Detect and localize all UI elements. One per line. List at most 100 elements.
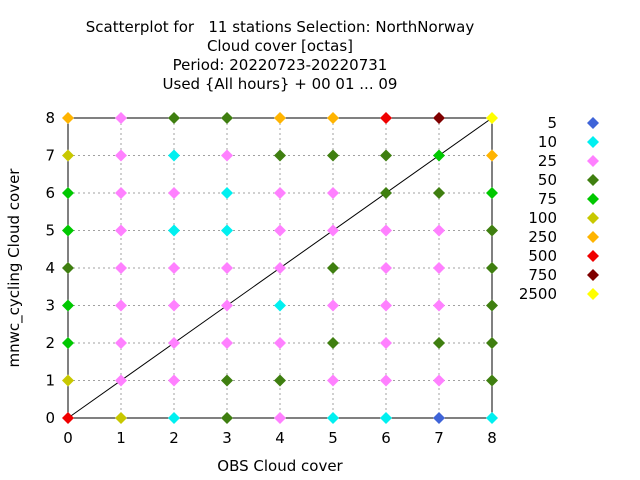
scatter-point [274, 112, 286, 124]
legend-label: 500 [528, 247, 557, 265]
scatter-point [433, 262, 445, 274]
scatter-point [62, 187, 74, 199]
legend-marker [587, 250, 599, 262]
scatter-point [221, 374, 233, 387]
legend-label: 750 [528, 266, 557, 284]
x-tick-label: 2 [169, 429, 179, 447]
x-tick-label: 4 [275, 429, 285, 447]
legend-label: 250 [528, 228, 557, 246]
scatter-point [380, 262, 392, 274]
scatter-point [221, 224, 233, 237]
scatter-point [168, 112, 180, 124]
x-tick-label: 6 [381, 429, 391, 447]
scatter-point [433, 224, 445, 237]
title-line-1: Cloud cover [octas] [207, 37, 353, 55]
y-tick-label: 1 [45, 372, 55, 390]
scatter-point [62, 337, 74, 349]
scatter-point [274, 224, 286, 237]
scatter-point [62, 112, 74, 124]
legend-marker [587, 174, 599, 186]
scatter-point [433, 149, 445, 162]
scatter-point [274, 337, 286, 349]
scatter-point [327, 149, 339, 162]
legend-marker [587, 269, 599, 281]
scatter-point [380, 374, 392, 387]
chart-title: Scatterplot for 11 stations Selection: N… [86, 18, 475, 93]
scatter-point [486, 299, 498, 312]
scatter-point [115, 374, 127, 387]
y-tick-label: 7 [45, 147, 55, 165]
y-tick-labels: 0 1 2 3 4 5 6 7 8 [45, 109, 55, 427]
y-tick-label: 4 [45, 259, 55, 277]
scatter-point [168, 262, 180, 274]
scatter-point [221, 337, 233, 349]
scatter-point [62, 262, 74, 274]
legend-label: 10 [538, 133, 557, 151]
legend-marker [587, 288, 599, 300]
data-points [62, 112, 498, 424]
scatter-point [433, 412, 445, 424]
legend-label: 2500 [519, 285, 557, 303]
title-line-2: Period: 20220723-20220731 [173, 56, 388, 74]
y-tick-label: 2 [45, 334, 55, 352]
y-tick-label: 8 [45, 109, 55, 127]
scatter-point [115, 299, 127, 312]
scatter-point [62, 149, 74, 162]
x-tick-label: 1 [116, 429, 126, 447]
scatter-point [168, 149, 180, 162]
scatter-point [327, 224, 339, 237]
y-tick-label: 3 [45, 297, 55, 315]
legend-marker [587, 193, 599, 205]
scatter-point [62, 224, 74, 237]
scatter-point [486, 224, 498, 237]
scatter-point [433, 187, 445, 199]
legend-marker [587, 155, 599, 167]
x-tick-label: 0 [63, 429, 73, 447]
scatter-point [327, 262, 339, 274]
scatter-point [380, 412, 392, 424]
scatter-point [168, 337, 180, 349]
scatter-point [274, 412, 286, 424]
scatter-point [221, 412, 233, 424]
legend-marker [587, 136, 599, 148]
scatter-point [380, 224, 392, 237]
scatter-point [274, 187, 286, 199]
scatter-point [433, 374, 445, 387]
scatter-point [115, 337, 127, 349]
scatter-point [221, 149, 233, 162]
scatter-point [62, 299, 74, 312]
scatter-point [486, 149, 498, 162]
scatter-point [168, 224, 180, 237]
scatter-point [62, 374, 74, 387]
scatter-point [327, 112, 339, 124]
scatter-point [62, 412, 74, 424]
scatter-point [274, 299, 286, 312]
x-tick-label: 8 [487, 429, 497, 447]
scatter-point [274, 149, 286, 162]
legend-label: 5 [547, 114, 557, 132]
scatter-point [433, 112, 445, 124]
scatter-point [168, 299, 180, 312]
scatter-point [274, 262, 286, 274]
scatter-point [486, 337, 498, 349]
legend-marker [587, 117, 599, 129]
legend-label: 25 [538, 152, 557, 170]
scatter-point [327, 412, 339, 424]
scatter-point [380, 187, 392, 199]
legend-marker [587, 212, 599, 224]
scatter-point [380, 149, 392, 162]
scatter-point [327, 337, 339, 349]
scatter-point [115, 112, 127, 124]
scatter-point [486, 112, 498, 124]
scatter-point [115, 187, 127, 199]
scatter-point [115, 412, 127, 424]
legend-label: 100 [528, 209, 557, 227]
scatter-point [433, 337, 445, 349]
y-tick-label: 6 [45, 184, 55, 202]
scatter-point [221, 187, 233, 199]
scatter-point [168, 374, 180, 387]
scatter-point [486, 412, 498, 424]
scatter-point [380, 299, 392, 312]
